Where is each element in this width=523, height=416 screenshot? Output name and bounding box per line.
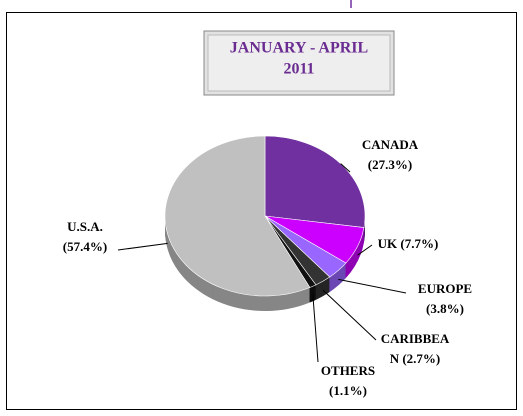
data-label: EUROPE	[418, 281, 472, 296]
data-label: CANADA	[362, 137, 419, 152]
data-label: (57.4%)	[63, 239, 107, 254]
data-label: N (2.7%)	[390, 351, 441, 366]
slice	[164, 135, 311, 297]
chart-title: 2011	[283, 61, 314, 78]
data-label: CARIBBEA	[381, 331, 450, 346]
slice	[264, 135, 366, 228]
title-box-inner	[207, 34, 391, 92]
chart-title: JANUARY - APRIL	[230, 40, 368, 57]
leader-line	[312, 295, 319, 363]
leader-line	[117, 242, 168, 251]
leader-line	[322, 289, 377, 341]
leader-line	[357, 244, 373, 256]
data-label: UK (7.7%)	[378, 236, 439, 251]
data-label: U.S.A.	[67, 219, 103, 234]
data-label: (1.1%)	[329, 383, 367, 398]
data-label: OTHERS	[321, 363, 375, 378]
leader-line	[338, 278, 407, 294]
data-label: (27.3%)	[368, 157, 412, 172]
leader-line	[340, 163, 351, 173]
data-label: (3.8%)	[426, 301, 464, 316]
